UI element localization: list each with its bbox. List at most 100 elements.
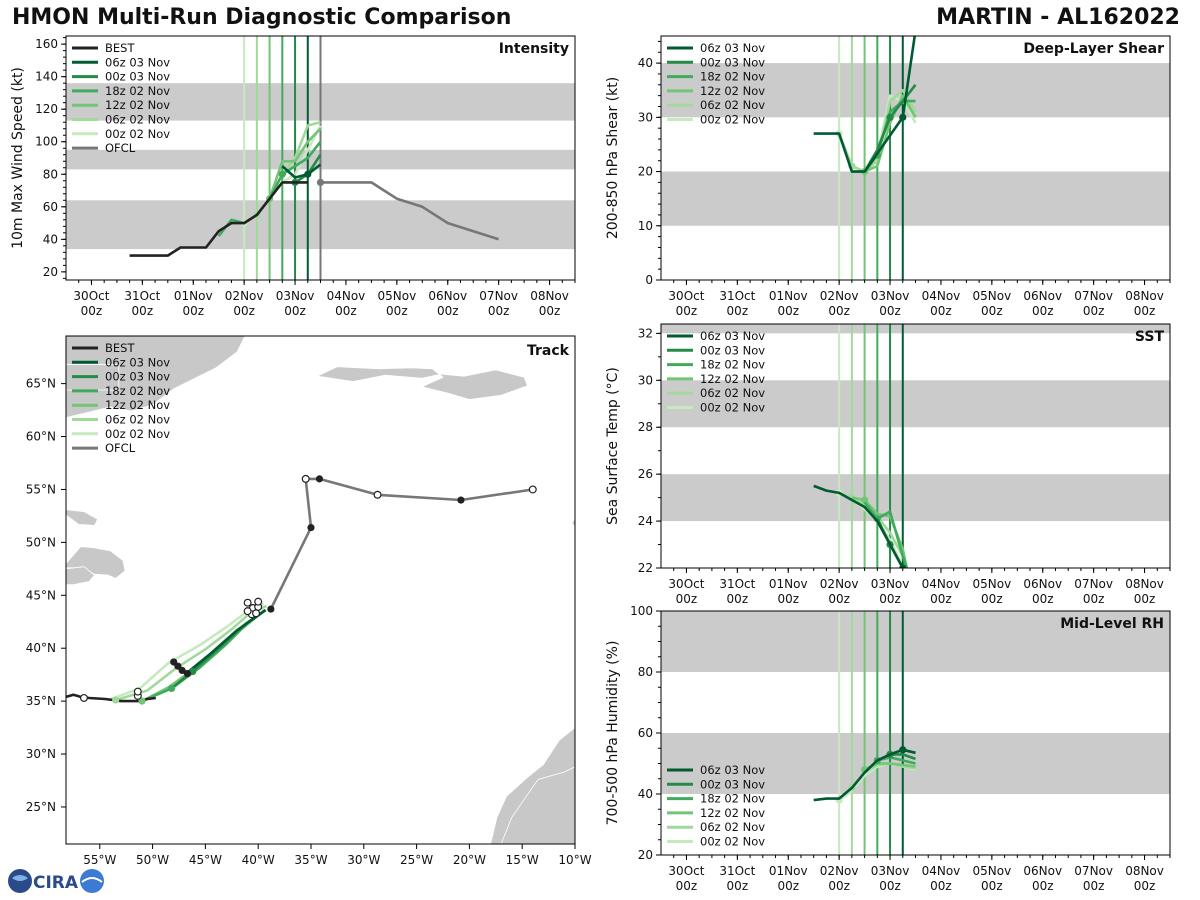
sst-xtick-label: 05Nov 00z: [972, 577, 1011, 606]
track-xtick-label: 15°W: [506, 853, 539, 867]
intensity-ytick-label: 120: [35, 102, 58, 116]
legend-label-12z-02-nov: 12z 02 Nov: [700, 806, 765, 820]
figure-title-left: HMON Multi-Run Diagnostic Comparison: [12, 5, 512, 30]
sst-ytick-label: 24: [638, 514, 653, 528]
rh-ytick-label: 80: [638, 665, 653, 679]
track-xtick-label: 20°W: [453, 853, 486, 867]
track-point-18z-02-nov: [168, 684, 176, 693]
intensity-series-best: [129, 181, 308, 257]
rh-series-06z-03-nov: [813, 748, 916, 802]
track-series-06z-03-nov: [186, 609, 267, 674]
track-xtick-label: 30°W: [347, 853, 380, 867]
track-xtick-label: 40°W: [242, 853, 275, 867]
land-greenland: [66, 336, 246, 418]
track-ytick-label: 65°N: [26, 377, 56, 391]
sst-xtick-label: 07Nov 00z: [1074, 577, 1113, 606]
intensity-ytick-label: 100: [35, 135, 58, 149]
land-ireland: [571, 517, 575, 528]
legend-label-18z-02-nov: 18z 02 Nov: [700, 358, 765, 372]
intensity-ytick-label: 40: [43, 232, 58, 246]
track-point-ofcl-open: [301, 474, 310, 483]
intensity-xtick-label: 06Nov 00z: [428, 289, 467, 318]
legend-label-06z-02-nov: 06z 02 Nov: [105, 113, 170, 127]
track-ytick-label: 30°N: [26, 747, 56, 761]
legend-label-00z-02-nov: 00z 02 Nov: [700, 113, 765, 127]
sst-ytick-label: 26: [638, 467, 653, 481]
sst-panel: 22 24 26 28 30 32 30Oct 00z 31Oct 00z 01Nov 00z 02No…: [605, 323, 1171, 606]
shear-series-06z-03-nov: [813, 36, 917, 173]
intensity-panel: 20 40 60 80 100 120 140 160 30Oct 00z 31Oct 00z 01No…: [10, 35, 576, 318]
rh-title: Mid-Level RH: [1060, 616, 1164, 632]
track-series-06z-02-nov: [115, 604, 268, 702]
track-ytick-label: 60°N: [26, 430, 56, 444]
shear-band-1: [661, 63, 1170, 118]
track-ytick-label: 35°N: [26, 694, 56, 708]
sst-ytick-label: 22: [638, 561, 653, 575]
shear-xtick-label: 04Nov 00z: [922, 289, 961, 318]
shear-band-0: [661, 171, 1170, 226]
shear-point-06z-03-nov: [899, 113, 907, 121]
legend-label-06z-03-nov: 06z 03 Nov: [700, 763, 765, 777]
track-point-06z-02-nov: [112, 696, 120, 704]
sst-band-0: [661, 474, 1170, 522]
intensity-ytick-label: 80: [43, 167, 58, 181]
land-border-africa: [500, 766, 575, 844]
intensity-ytick-label: 160: [35, 37, 58, 51]
intensity-xtick-label: 07Nov 00z: [479, 289, 518, 318]
shear-panel: 0 10 20 30 40 30Oct 00z 31Oct 00z 01Nov 00z 02Nov 00…: [605, 35, 1171, 318]
sst-band-1: [661, 380, 1170, 428]
intensity-point-18z-02-nov: [278, 170, 286, 178]
rh-xtick-label: 01Nov 00z: [769, 864, 808, 893]
shear-xtick-label: 03Nov 00z: [871, 289, 910, 318]
track-series-00z-02-nov: [107, 602, 265, 702]
logo-text: CIRA: [33, 873, 79, 893]
sst-series-18z-02-nov: [863, 501, 908, 568]
sst-ytick-label: 32: [638, 326, 653, 340]
rh-ytick-label: 60: [638, 726, 653, 740]
intensity-series-ofcl: [320, 181, 499, 241]
track-xtick-label: 10°W: [558, 853, 591, 867]
rh-ytick-label: 100: [630, 604, 653, 618]
track-point-ofcl: [457, 496, 465, 504]
shear-ytick-label: 10: [638, 219, 653, 233]
intensity-xtick-label: 02Nov 00z: [225, 289, 264, 318]
intensity-ytick-label: 140: [35, 70, 58, 84]
shear-ytick-label: 0: [645, 273, 653, 287]
shear-xtick-label: 02Nov 00z: [820, 289, 859, 318]
shear-xtick-label: 05Nov 00z: [972, 289, 1011, 318]
sst-point-12z-02-nov: [861, 496, 869, 504]
intensity-xtick-label: 31Oct 00z: [124, 289, 160, 318]
sst-xtick-label: 02Nov 00z: [820, 577, 859, 606]
track-point-ofcl-open: [252, 609, 261, 618]
legend-label-06z-03-nov: 06z 03 Nov: [105, 55, 170, 69]
track-point-best: [183, 670, 192, 678]
rh-xtick-label: 05Nov 00z: [972, 864, 1011, 893]
track-point-ofcl-open: [373, 490, 382, 499]
intensity-xtick-label: 05Nov 00z: [377, 289, 416, 318]
sst-band-2: [661, 324, 1170, 334]
legend-label-12z-02-nov: 12z 02 Nov: [700, 372, 765, 386]
shear-xtick-label: 31Oct 00z: [719, 289, 755, 318]
sst-ylabel: Sea Surface Temp (°C): [605, 367, 621, 525]
legend-label-06z-03-nov: 06z 03 Nov: [700, 41, 765, 55]
shear-ytick-label: 30: [638, 110, 653, 124]
track-panel: 55°W 50°W 45°W 40°W 35°W 30°W 25°W 20°W 15°W 10°W…: [26, 335, 592, 867]
shear-xtick-label: 06Nov 00z: [1023, 289, 1062, 318]
legend-label-best: BEST: [105, 41, 135, 55]
legend-label-06z-03-nov: 06z 03 Nov: [105, 355, 170, 369]
sst-point-06z-03-nov: [899, 564, 907, 568]
sst-xtick-label: 01Nov 00z: [769, 577, 808, 606]
track-ytick-label: 40°N: [26, 641, 56, 655]
track-ytick-label: 50°N: [26, 535, 56, 549]
sst-xtick-label: 08Nov 00z: [1125, 577, 1164, 606]
rh-point-06z-03-nov: [899, 746, 907, 754]
rh-ylabel: 700-500 hPa Humidity (%): [605, 641, 621, 826]
legend-label-18z-02-nov: 18z 02 Nov: [700, 792, 765, 806]
intensity-point-ofcl: [316, 178, 325, 186]
legend-label-00z-02-nov: 00z 02 Nov: [700, 835, 765, 849]
track-point-ofcl: [267, 605, 275, 613]
legend-label-06z-02-nov: 06z 02 Nov: [105, 413, 170, 427]
legend-label-06z-02-nov: 06z 02 Nov: [700, 386, 765, 400]
intensity-series-06z-03-nov: [281, 163, 322, 179]
intensity-xtick-label: 04Nov 00z: [327, 289, 366, 318]
